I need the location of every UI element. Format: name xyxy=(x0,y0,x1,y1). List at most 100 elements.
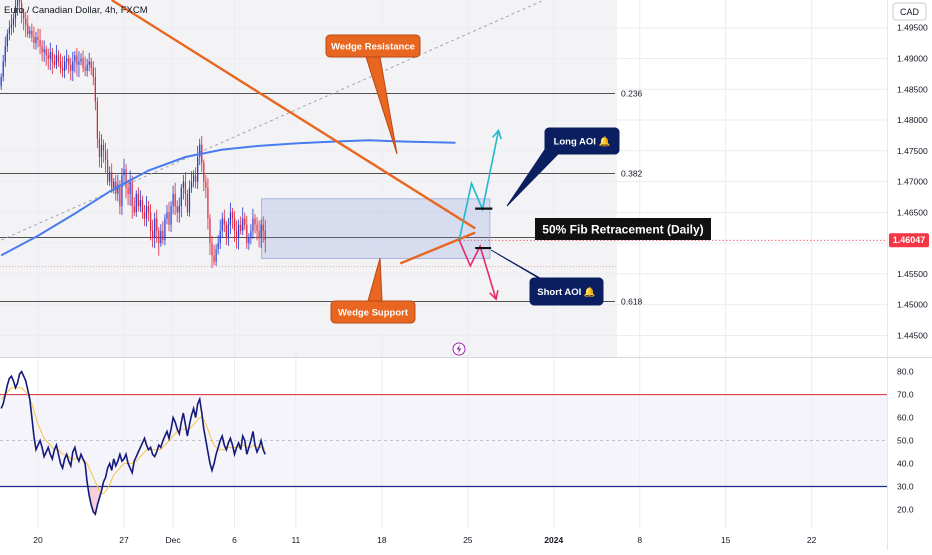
candle-body xyxy=(90,61,92,68)
candle-body xyxy=(233,218,236,231)
fib-retracement-label: 50% Fib Retracement (Daily) xyxy=(542,223,703,237)
wedge-resistance-callout-box xyxy=(325,34,421,58)
time-tick-label: 20 xyxy=(33,535,43,545)
candle-body xyxy=(217,243,219,250)
candle-body xyxy=(41,46,43,53)
candle-body xyxy=(119,184,121,207)
price-tick-label: 1.48000 xyxy=(897,115,928,125)
short-aoi-callout-box xyxy=(529,277,604,306)
candle-body xyxy=(240,224,242,231)
wedge-support-callout-box xyxy=(330,300,416,324)
candle-body xyxy=(178,206,180,213)
candle-body xyxy=(164,218,166,241)
candle-body xyxy=(14,6,17,19)
moving-average-line xyxy=(0,139,456,257)
candle-body xyxy=(158,230,160,244)
candle-body xyxy=(106,160,109,182)
candle-body xyxy=(111,172,113,188)
wedge-support-line xyxy=(399,231,476,265)
long-aoi-callout-text: Long AOI 🔔 xyxy=(554,136,611,148)
candle-body xyxy=(256,224,258,231)
price-tick-label: 1.47500 xyxy=(897,146,928,156)
candle-body xyxy=(27,24,29,34)
candle-body xyxy=(16,0,19,7)
candle-body xyxy=(235,230,238,237)
rsi-tick-label: 40.0 xyxy=(897,459,914,469)
candle-body xyxy=(172,193,174,207)
long-scenario-arrow-head xyxy=(492,128,502,140)
fib-retracement-label-box xyxy=(535,218,711,240)
price-tick-label: 1.49000 xyxy=(897,53,928,63)
moving-average-layer xyxy=(0,139,456,257)
current-price-label: 1.46047 xyxy=(893,235,926,245)
chart-title: Euro / Canadian Dollar, 4h, FXCM xyxy=(4,5,148,16)
candle-body xyxy=(188,187,191,213)
candle-body xyxy=(160,230,162,244)
lightning-glyph xyxy=(456,344,462,354)
candle-body xyxy=(248,236,250,244)
candle-body xyxy=(176,206,178,213)
rsi-line xyxy=(0,370,266,516)
candle-body xyxy=(199,144,201,157)
candle-body xyxy=(59,61,62,68)
currency-badge[interactable] xyxy=(892,2,927,21)
short-aoi-callout-text: Short AOI 🔔 xyxy=(537,286,596,298)
candle-body xyxy=(192,175,195,182)
price-tick-label: 1.48500 xyxy=(897,84,928,94)
candle-body xyxy=(31,30,33,37)
short-scenario-arrow-head xyxy=(489,290,499,301)
candle-body xyxy=(78,61,80,65)
fib-level-label: 0.236 xyxy=(621,89,643,99)
candle-body xyxy=(162,230,164,241)
candle-body xyxy=(70,64,72,71)
candle-body xyxy=(156,218,158,231)
candle-body xyxy=(225,224,227,237)
candle-body xyxy=(43,49,45,53)
candle-body xyxy=(51,52,53,62)
candle-body xyxy=(6,33,8,47)
candle-body xyxy=(195,175,197,182)
candle-body xyxy=(215,249,217,262)
candle-body xyxy=(82,58,84,68)
price-tick-label: 1.49500 xyxy=(897,23,928,33)
candle-body xyxy=(166,212,168,219)
price-tick-label: 1.44500 xyxy=(897,330,928,340)
candle-body xyxy=(197,156,199,182)
time-tick-label: 11 xyxy=(291,535,300,545)
candle-body xyxy=(109,172,111,182)
price-tick-label: 1.47000 xyxy=(897,177,928,187)
gridlines xyxy=(0,0,887,528)
rsi-tick-label: 30.0 xyxy=(897,482,914,492)
fib-levels: 0.236 0.382 0.618 xyxy=(0,89,887,307)
candle-body xyxy=(139,200,141,207)
candle-body xyxy=(145,206,148,219)
trend-channel-line xyxy=(0,0,542,241)
candle-body xyxy=(57,55,60,62)
candle-body xyxy=(125,169,127,188)
candle-body xyxy=(53,61,55,65)
candle-body xyxy=(231,212,234,219)
candle-body xyxy=(250,230,252,237)
rsi-tick-label: 80.0 xyxy=(897,367,914,377)
candle-body xyxy=(203,163,205,182)
candle-body xyxy=(94,76,96,102)
candle-body xyxy=(0,76,2,87)
wedge-resistance-line xyxy=(111,0,476,230)
candle-body xyxy=(129,181,131,194)
candle-body xyxy=(264,230,266,241)
candle-body xyxy=(12,18,15,25)
candle-body xyxy=(149,212,152,231)
candle-body xyxy=(96,101,98,139)
candle-body xyxy=(100,144,103,157)
candle-body xyxy=(55,55,58,65)
candle-body xyxy=(121,175,123,207)
candle-body xyxy=(92,67,94,77)
candle-body xyxy=(184,181,187,194)
candle-body xyxy=(186,193,189,213)
candle-body xyxy=(84,67,86,71)
scenario-layer xyxy=(458,128,502,301)
candle-body xyxy=(72,61,74,71)
consolidation-zone-layer xyxy=(261,198,491,259)
candle-body xyxy=(180,187,182,207)
